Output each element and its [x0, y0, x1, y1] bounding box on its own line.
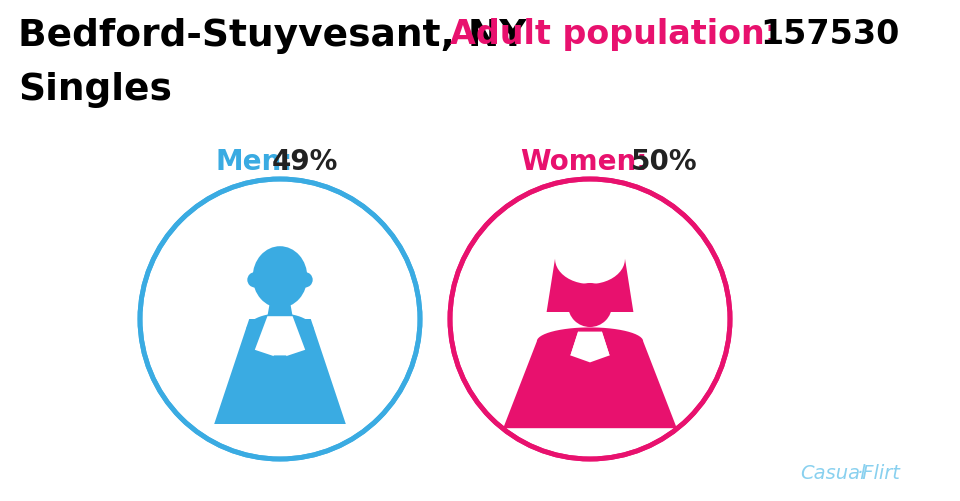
- Text: Women:: Women:: [520, 148, 647, 176]
- Text: Adult population:: Adult population:: [450, 18, 779, 51]
- Text: 49%: 49%: [272, 148, 338, 176]
- Polygon shape: [503, 328, 677, 428]
- Polygon shape: [268, 303, 293, 317]
- Polygon shape: [570, 332, 610, 363]
- Text: Casual: Casual: [800, 463, 866, 482]
- Text: 50%: 50%: [631, 148, 698, 176]
- Text: Men:: Men:: [215, 148, 293, 176]
- Text: Singles: Singles: [18, 72, 172, 108]
- Circle shape: [568, 284, 612, 327]
- Polygon shape: [593, 332, 610, 356]
- Circle shape: [450, 180, 730, 459]
- Polygon shape: [254, 317, 305, 359]
- Text: 157530: 157530: [760, 18, 900, 51]
- Circle shape: [248, 273, 263, 288]
- Polygon shape: [271, 356, 289, 405]
- Circle shape: [140, 180, 420, 459]
- Circle shape: [298, 273, 313, 288]
- Text: ·Flirt: ·Flirt: [857, 463, 900, 482]
- Polygon shape: [214, 319, 346, 424]
- Text: Bedford-Stuyvesant, NY: Bedford-Stuyvesant, NY: [18, 18, 526, 54]
- Ellipse shape: [252, 246, 307, 308]
- Polygon shape: [578, 329, 602, 333]
- Polygon shape: [229, 314, 330, 424]
- Polygon shape: [546, 260, 634, 313]
- Polygon shape: [570, 332, 587, 356]
